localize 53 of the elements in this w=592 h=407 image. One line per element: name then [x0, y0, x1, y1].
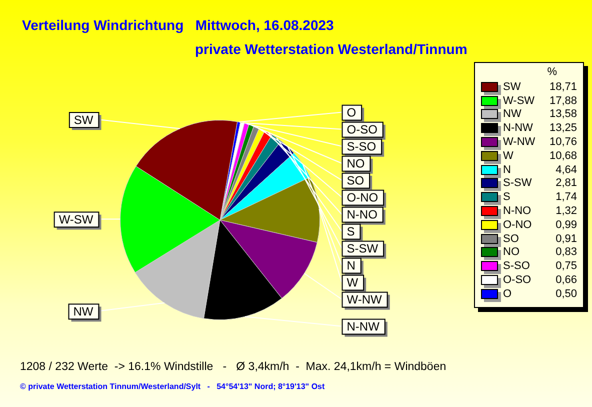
legend-label: N	[503, 164, 512, 176]
slice-label: W-NW	[346, 292, 383, 307]
legend-label: O	[503, 288, 513, 300]
data-label: 0,83	[554, 246, 577, 258]
data-label: 0,99	[554, 218, 577, 231]
legend-label: SO	[503, 232, 520, 245]
data-label: 0,75	[554, 260, 577, 272]
slice-label: W-SW	[58, 212, 94, 226]
data-label: 2,81	[554, 177, 577, 190]
legend-label: W	[503, 150, 514, 162]
slice-label: NW	[73, 304, 94, 318]
data-label: 10,68	[548, 150, 577, 162]
data-label: 4,64	[554, 164, 577, 176]
data-label: 13,25	[548, 122, 577, 134]
legend-label: NO	[503, 246, 520, 258]
slice-label: O	[346, 106, 356, 120]
legend-label: N-NO	[503, 205, 532, 218]
chart-subtitle: private Wetterstation Westerland/Tinnum	[195, 41, 468, 57]
legend-label: O-NO	[503, 218, 533, 231]
data-label: 18,71	[548, 80, 577, 93]
slice-label: N-NW	[346, 320, 380, 334]
data-label: 0,50	[554, 288, 577, 300]
slice-label: S-SO	[346, 140, 376, 154]
legend-label: W-NW	[503, 136, 536, 148]
data-label: 0,66	[554, 274, 577, 286]
slice-label: N	[346, 258, 356, 273]
slice-label: O-NO	[346, 190, 378, 205]
slice-label: O-SO	[346, 122, 378, 137]
legend-label: NW	[503, 108, 522, 120]
slice-label: N-NO	[346, 208, 378, 222]
legend-label: S-SO	[503, 260, 531, 272]
data-label: 0,91	[554, 232, 577, 245]
text: © private Wetterstation Tinnum/Westerland/Sylt - 54°54'13" Nord; 8°19'13" Ost	[20, 382, 325, 391]
data-label: 13,58	[548, 108, 577, 120]
data-label: 17,88	[548, 94, 577, 107]
legend-title: %	[546, 66, 558, 80]
slice-label: W	[346, 276, 359, 290]
slice-label: NO	[346, 156, 365, 171]
legend-label: O-SO	[503, 274, 532, 286]
data-label: 1,32	[554, 205, 577, 218]
legend-label: N-NW	[503, 122, 534, 134]
text: 1208 / 232 Werte -> 16.1% Windstille - Ø 3,4km/h - Max. 24,1km/h = Windböen	[20, 361, 446, 373]
legend-label: S	[503, 191, 512, 204]
slice-label: SW	[74, 112, 94, 127]
legend-label: SW	[503, 80, 522, 93]
legend-label: W-SW	[503, 94, 536, 107]
slice-label: SO	[346, 174, 364, 188]
legend-label: S-SW	[503, 177, 533, 190]
slice-label: S	[346, 224, 355, 239]
data-label: 10,76	[548, 136, 577, 148]
data-label: 1,74	[554, 191, 577, 204]
slice-label: S-SW	[346, 242, 379, 256]
chart-title: Verteilung Windrichtung Mittwoch, 16.08.2023	[22, 17, 334, 33]
